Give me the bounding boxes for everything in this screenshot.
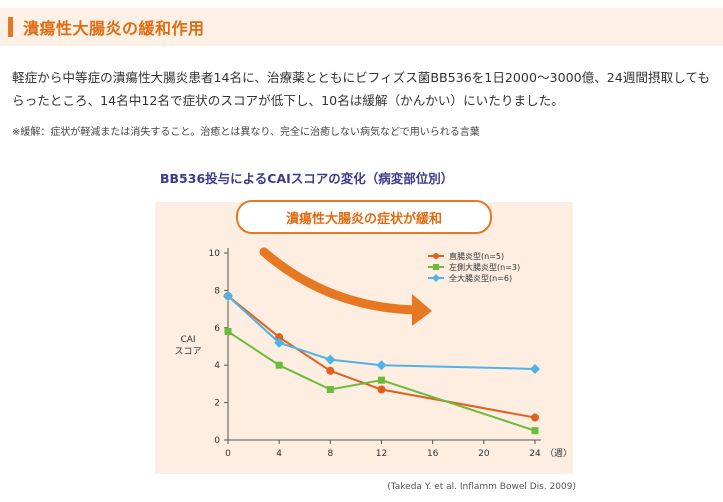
arrow-head-icon bbox=[412, 294, 432, 326]
y-axis-label: CAI bbox=[180, 335, 195, 345]
legend-marker bbox=[433, 253, 439, 259]
data-point bbox=[275, 361, 283, 369]
section-header: 潰瘍性大腸炎の緩和作用 bbox=[0, 8, 723, 46]
legend-marker bbox=[432, 274, 440, 282]
data-point bbox=[326, 366, 335, 375]
y-tick-label: 10 bbox=[209, 249, 221, 259]
legend-label: 直腸炎型(n=5) bbox=[449, 251, 504, 261]
data-point bbox=[377, 385, 386, 394]
data-point bbox=[326, 386, 334, 394]
trend-arrow-icon bbox=[259, 247, 425, 315]
y-tick-label: 0 bbox=[214, 436, 220, 446]
legend-label: 左側大腸炎型(n=3) bbox=[449, 262, 520, 272]
data-point bbox=[531, 413, 539, 422]
series-line-0 bbox=[227, 295, 536, 419]
y-tick-label: 2 bbox=[214, 399, 220, 409]
x-tick-label: 0 bbox=[225, 449, 231, 459]
footnote: ※緩解：症状が軽減または消失すること。治癒とは異なり、完全に治癒しない病気などで… bbox=[12, 127, 480, 138]
callout-pill: 潰瘍性大腸炎の症状が緩和 bbox=[236, 200, 492, 234]
data-point bbox=[223, 291, 233, 302]
x-tick-label: 12 bbox=[376, 449, 387, 459]
data-point bbox=[376, 360, 387, 371]
data-point bbox=[378, 376, 385, 384]
header-accent-bar bbox=[8, 17, 13, 37]
y-tick-label: 4 bbox=[214, 361, 220, 371]
chart-title: BB536投与によるCAIスコアの変化（病変部位別） bbox=[160, 171, 454, 186]
y-tick-label: 8 bbox=[214, 286, 220, 296]
legend-marker bbox=[433, 264, 439, 270]
legend-label: 全大腸炎型(n=6) bbox=[449, 273, 512, 283]
x-tick-label: 4 bbox=[276, 449, 282, 459]
data-point bbox=[274, 337, 285, 348]
data-point bbox=[224, 328, 232, 336]
y-axis-label: スコア bbox=[174, 347, 201, 357]
x-tick-label: 16 bbox=[427, 449, 439, 459]
y-tick-label: 6 bbox=[214, 324, 220, 334]
data-point bbox=[530, 363, 540, 374]
x-tick-label: 8 bbox=[327, 449, 333, 459]
x-tick-label: 20 bbox=[478, 449, 490, 459]
data-point bbox=[325, 354, 336, 365]
data-point bbox=[275, 333, 284, 342]
citation: (Takeda Y. et al. Inflamm Bowel Dis. 200… bbox=[387, 482, 576, 492]
x-tick-label: 24 bbox=[529, 449, 541, 459]
chart-background bbox=[155, 202, 573, 474]
body-paragraph: 軽症から中等症の潰瘍性大腸炎患者14名に、治療薬とともにビフィズス菌BB536を… bbox=[12, 70, 710, 108]
data-point bbox=[531, 427, 539, 435]
x-axis-unit: （週） bbox=[545, 448, 572, 459]
cai-score-figure: BB536投与によるCAIスコアの変化（病変部位別） 0 2 4 6 8 10 0 4 8 12 1… bbox=[150, 164, 580, 496]
section-title: 潰瘍性大腸炎の緩和作用 bbox=[23, 19, 205, 38]
